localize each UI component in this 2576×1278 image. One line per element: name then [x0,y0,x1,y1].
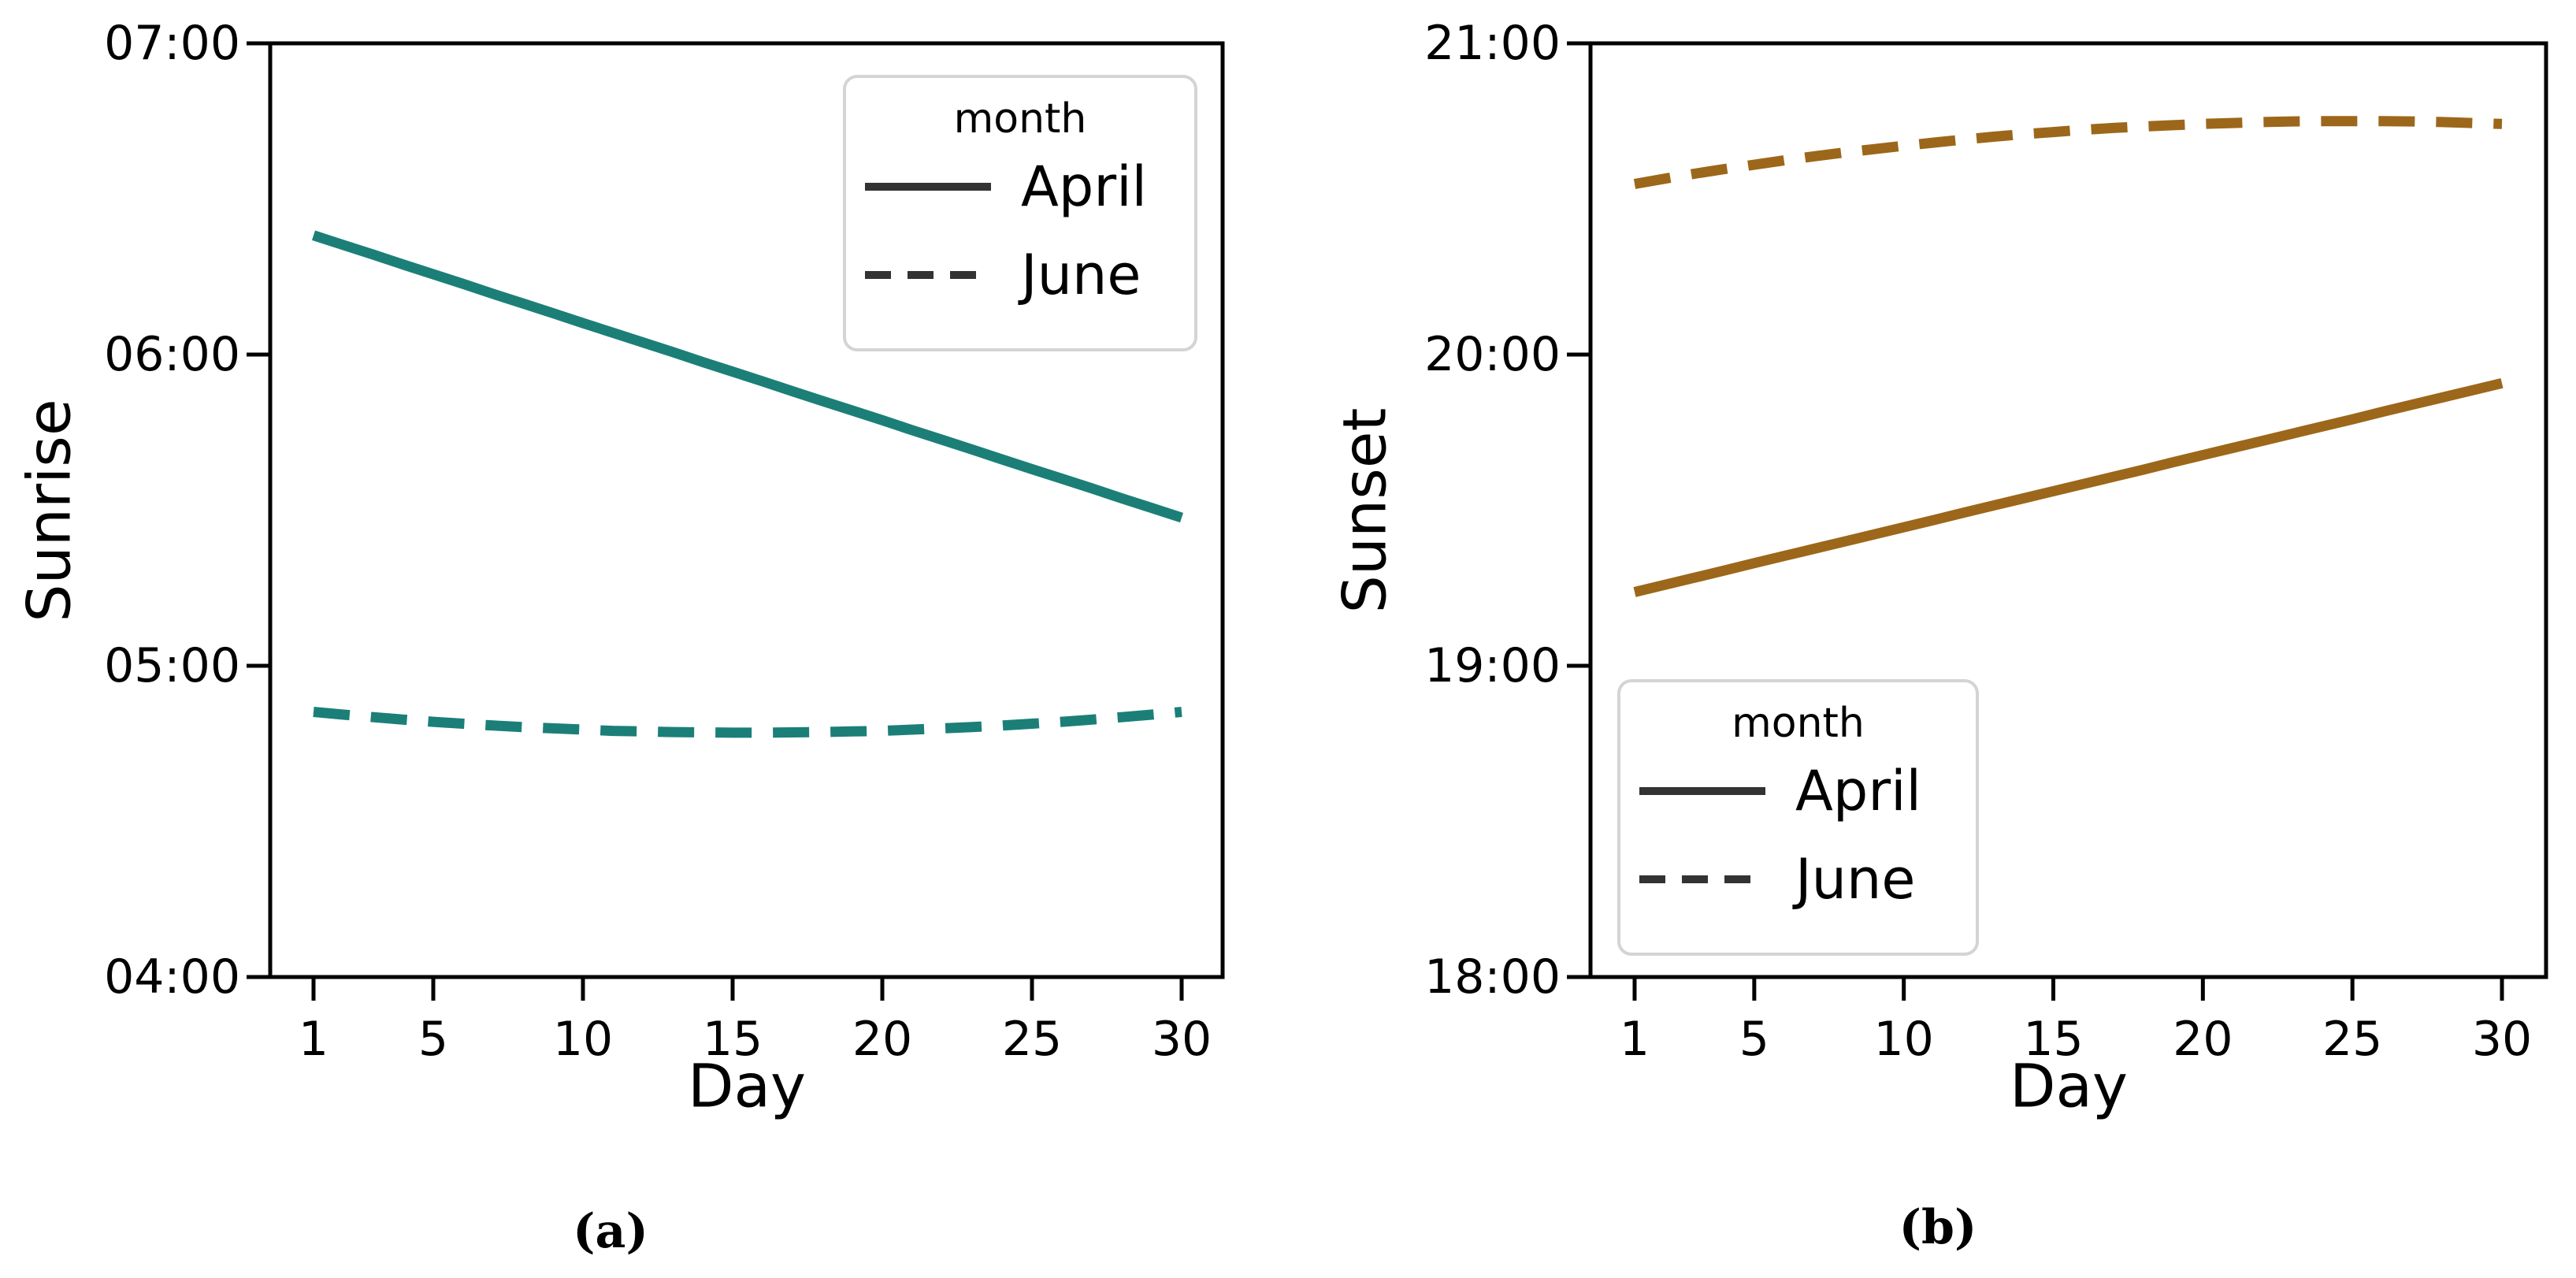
x-tick-label: 20 [852,1012,913,1067]
x-tick-label: 1 [298,1012,329,1067]
legend-item-label: April [1795,759,1921,823]
legend-sunrise: month April June [843,75,1197,351]
june-sunset-line [1633,116,2503,189]
y-axis-label-sunset: Sunset [1329,407,1400,614]
april-sunset-line [1633,377,2504,597]
sunrise-plot-area [247,41,1225,1001]
y-axis-label-sunrise: Sunrise [13,399,84,622]
legend-sunset: month April June [1617,679,1979,956]
x-axis-label-day-b: Day [2009,1050,2129,1121]
y-tick-label: 18:00 [1424,949,1561,1005]
legend-item-label: April [1021,154,1147,219]
x-tick-label: 5 [418,1012,449,1067]
sunset-plot-area [1567,41,2548,1001]
y-tick-label: 19:00 [1424,638,1561,693]
x-tick-label: 5 [1739,1012,1769,1067]
legend-item-label: June [1795,847,1916,912]
dashed-line-swatch-icon [865,271,991,279]
solid-line-swatch-icon [865,183,991,191]
solid-line-swatch-icon [1639,787,1765,795]
y-tick-label: 21:00 [1424,16,1561,71]
x-tick-label: 10 [1873,1012,1934,1067]
dashed-line-swatch-icon [1639,875,1765,883]
june-sunrise-line [313,707,1182,738]
y-tick-label: 04:00 [104,949,240,1005]
x-tick-label: 25 [1001,1012,1063,1067]
legend-items: April June [1620,747,1976,923]
y-tick-label: 06:00 [104,327,240,382]
x-tick-label: 15 [702,1012,763,1067]
legend-title: month [1732,700,1865,747]
x-tick-label: 25 [2322,1012,2383,1067]
x-tick-label: 1 [1619,1012,1650,1067]
subfigure-caption-b: (b) [1899,1200,1977,1255]
x-tick-label: 15 [2023,1012,2084,1067]
x-tick-label: 20 [2173,1012,2233,1067]
axes-spines [1588,41,2548,979]
y-tick-label: 20:00 [1424,327,1561,382]
legend-item-april: April [846,143,1194,231]
y-tick-label: 05:00 [104,638,240,693]
x-tick-label: 30 [2471,1012,2533,1067]
legend-item-june: June [1620,835,1976,923]
legend-item-label: June [1021,243,1141,307]
subfigure-caption-a: (a) [573,1204,648,1259]
legend-title: month [953,95,1087,143]
axes-spines [268,41,1225,979]
legend-items: April June [846,143,1194,319]
x-tick-label: 30 [1151,1012,1212,1067]
legend-item-june: June [846,231,1194,319]
y-tick-label: 07:00 [104,16,240,71]
legend-item-april: April [1620,747,1976,835]
april-sunrise-line [311,230,1184,523]
x-tick-label: 10 [552,1012,614,1067]
x-axis-label-day-a: Day [687,1050,807,1121]
